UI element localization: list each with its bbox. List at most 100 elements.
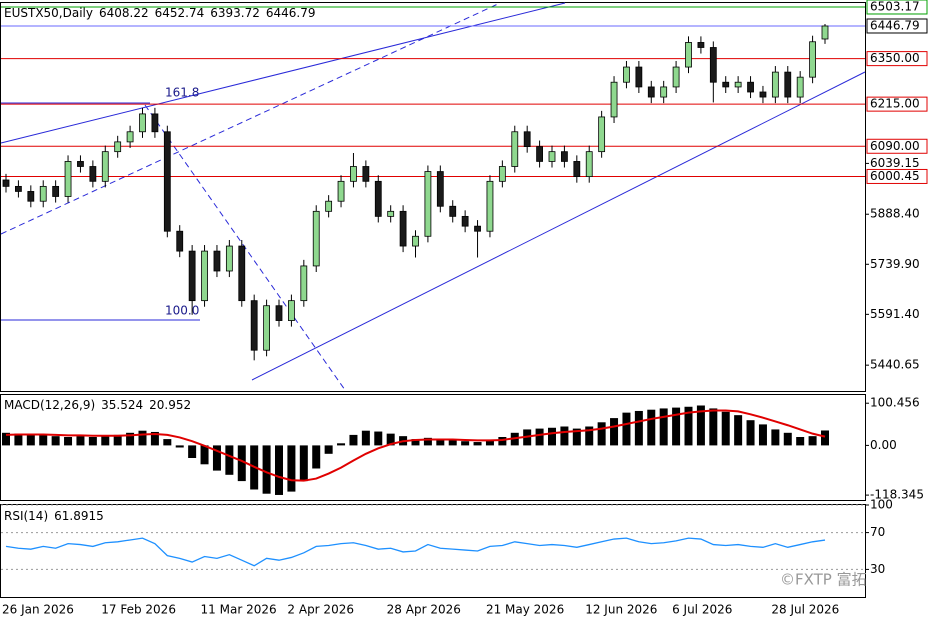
x-tick-label: 26 Jan 2026 xyxy=(2,603,74,617)
x-tick-label: 12 Jun 2026 xyxy=(585,603,657,617)
candle-body xyxy=(114,141,122,153)
macd-bar xyxy=(361,430,370,446)
y-tick-label: 100.456 xyxy=(870,396,920,410)
candle-body xyxy=(697,42,705,48)
candle-body xyxy=(399,210,407,247)
macd-bar xyxy=(411,439,420,446)
ohlc-value: 6408.22 xyxy=(99,6,149,20)
macd-bar xyxy=(138,430,147,446)
macd-bar xyxy=(473,442,482,446)
candle-body xyxy=(2,179,10,187)
macd-bar xyxy=(709,408,718,446)
candle-body xyxy=(771,71,779,98)
candle-body xyxy=(374,180,382,217)
macd-bar xyxy=(672,407,681,446)
x-tick-label: 28 Apr 2026 xyxy=(387,603,461,617)
candle-body xyxy=(64,161,72,197)
macd-panel xyxy=(0,394,866,501)
trend-line xyxy=(251,71,866,381)
annotation: 100.0 xyxy=(165,304,199,318)
candle-body xyxy=(225,245,233,272)
x-tick-label: 28 Jul 2026 xyxy=(771,603,839,617)
candle-body xyxy=(709,47,717,83)
y-tick-label: 70 xyxy=(870,525,885,539)
macd-bar xyxy=(535,428,544,446)
candle-body xyxy=(89,166,97,182)
macd-bar xyxy=(126,432,135,446)
macd-bar xyxy=(374,431,383,446)
candle-body xyxy=(647,86,655,98)
candle-body xyxy=(250,300,258,351)
macd-bar xyxy=(783,432,792,446)
x-tick-label: 6 Jul 2026 xyxy=(672,603,732,617)
macd-bar xyxy=(287,445,296,492)
candle-body xyxy=(474,225,481,232)
macd-bar xyxy=(175,445,184,448)
candle-body xyxy=(461,215,469,227)
macd-bar xyxy=(225,445,234,475)
level-label-box xyxy=(866,51,928,67)
signal-line xyxy=(5,409,826,482)
macd-bar xyxy=(597,422,606,446)
macd-bar xyxy=(746,420,755,446)
candle-body xyxy=(201,250,208,302)
macd-bar xyxy=(808,436,817,446)
x-tick-label: 17 Feb 2026 xyxy=(101,603,176,617)
candle-body xyxy=(635,66,643,88)
macd-bar xyxy=(461,441,470,446)
macd-bar xyxy=(610,418,619,446)
candle-body xyxy=(734,81,742,88)
macd-bar xyxy=(349,434,358,446)
level-label-box xyxy=(866,138,928,154)
candle-body xyxy=(213,250,221,272)
candle-body xyxy=(27,191,35,202)
candle-body xyxy=(300,265,308,302)
candle-body xyxy=(573,161,581,178)
macd-bar xyxy=(659,408,668,446)
ohlc-value: 6393.72 xyxy=(210,6,260,20)
macd-bar xyxy=(758,424,767,446)
candle-body xyxy=(449,205,457,217)
macd-bar xyxy=(14,433,23,446)
candle-body xyxy=(412,235,419,247)
candle-body xyxy=(176,230,184,252)
level-label: 6503.17 xyxy=(870,0,920,13)
candle-body xyxy=(350,166,357,182)
candle-body xyxy=(288,300,295,321)
candle-body xyxy=(685,42,692,68)
candle-body xyxy=(263,305,270,351)
macd-bar xyxy=(51,436,60,446)
level-label: 6350.00 xyxy=(870,51,920,65)
candle-body xyxy=(598,116,606,153)
macd-bar xyxy=(312,445,321,469)
watermark: ©FXTP 富拓 xyxy=(780,571,867,589)
candle-body xyxy=(610,81,618,118)
y-tick-label: 5440.65 xyxy=(870,358,920,372)
y-tick-label: 6039.15 xyxy=(870,156,920,170)
macd-bar xyxy=(634,410,643,446)
candle-body xyxy=(511,131,519,167)
macd-bar xyxy=(101,436,110,446)
signal-value: 20.952 xyxy=(149,398,191,412)
y-tick-label: 5591.40 xyxy=(870,307,920,321)
chart-title: EUSTX50,Daily xyxy=(4,6,93,20)
macd-bar xyxy=(163,439,172,446)
y-tick-label: 5739.90 xyxy=(870,257,920,271)
macd-bar xyxy=(88,437,97,446)
macd-bar xyxy=(796,437,805,446)
candle-body xyxy=(747,81,754,93)
macd-bar xyxy=(734,415,743,446)
panel-title: EUSTX50,Daily 6408.22 6452.74 6393.72 6446.7… xyxy=(4,6,315,20)
y-tick-label: 100 xyxy=(870,498,893,512)
macd-bar xyxy=(200,445,209,465)
candle-body xyxy=(561,151,568,162)
macd-bar xyxy=(262,445,271,494)
candle-body xyxy=(275,305,283,321)
x-tick-label: 21 May 2026 xyxy=(486,603,564,617)
candle-body xyxy=(523,131,531,148)
y-tick-label: 0.00 xyxy=(870,438,897,452)
macd-bar xyxy=(39,435,48,446)
macd-bar xyxy=(324,445,333,454)
level-label: 6090.00 xyxy=(870,139,920,153)
macd-bar xyxy=(26,434,35,446)
